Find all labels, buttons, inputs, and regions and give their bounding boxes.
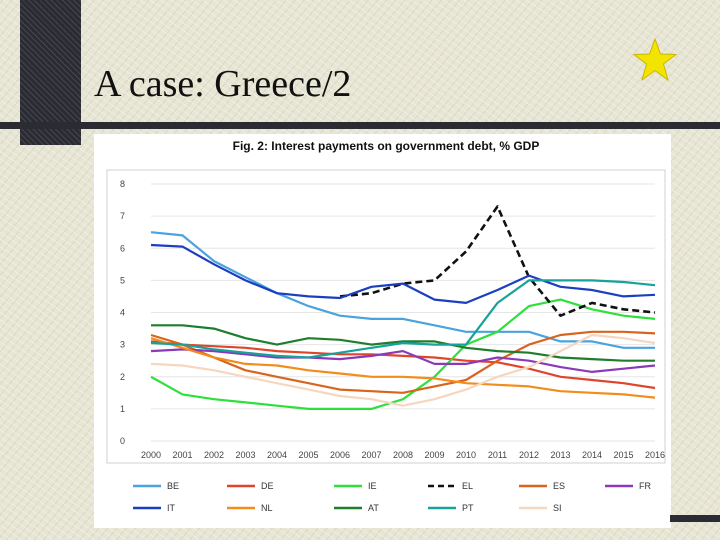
- y-tick-label: 0: [120, 436, 125, 446]
- star-icon: [632, 38, 678, 82]
- legend-label-ie: IE: [368, 481, 377, 491]
- title-rule: [0, 122, 720, 129]
- line-chart: Fig. 2: Interest payments on government …: [106, 139, 666, 513]
- legend-label-pt: PT: [462, 503, 474, 513]
- legend-label-it: IT: [167, 503, 176, 513]
- x-tick-label: 2015: [613, 450, 633, 460]
- series-line-es: [150, 330, 656, 394]
- y-tick-label: 5: [120, 275, 125, 285]
- x-tick-label: 2005: [298, 450, 318, 460]
- x-tick-label: 2007: [361, 450, 381, 460]
- chart-title: Fig. 2: Interest payments on government …: [233, 139, 540, 153]
- series-line-de: [150, 340, 656, 390]
- x-tick-label: 2010: [456, 450, 476, 460]
- x-tick-label: 2000: [141, 450, 161, 460]
- x-tick-label: 2016: [645, 450, 665, 460]
- series-line-nl: [150, 337, 656, 399]
- series-line-be: [150, 231, 655, 349]
- y-tick-label: 7: [120, 211, 125, 221]
- x-tick-label: 2003: [235, 450, 255, 460]
- y-tick-label: 4: [120, 308, 125, 318]
- x-tick-label: 2001: [172, 450, 192, 460]
- x-tick-label: 2014: [582, 450, 602, 460]
- y-tick-label: 3: [120, 340, 125, 350]
- series-line-fr: [150, 348, 656, 373]
- series-line-si: [150, 333, 656, 407]
- slide-title: A case: Greece/2: [94, 63, 352, 105]
- legend-label-es: ES: [553, 481, 565, 491]
- sidebar-decoration: [20, 0, 81, 145]
- y-tick-label: 8: [120, 179, 125, 189]
- x-tick-label: 2004: [267, 450, 287, 460]
- legend-label-nl: NL: [261, 503, 273, 513]
- legend-label-si: SI: [553, 503, 562, 513]
- x-tick-label: 2009: [424, 450, 444, 460]
- chart-panel: Fig. 2: Interest payments on government …: [94, 134, 671, 528]
- legend-label-de: DE: [261, 481, 274, 491]
- legend-label-at: AT: [368, 503, 379, 513]
- series-line-it: [150, 243, 656, 304]
- corner-decoration: [670, 515, 720, 522]
- series-line-at: [151, 324, 655, 362]
- series-line-el: [339, 205, 656, 317]
- x-tick-label: 2012: [519, 450, 539, 460]
- x-tick-label: 2006: [330, 450, 350, 460]
- series-line-pt: [150, 279, 656, 359]
- y-tick-label: 2: [120, 372, 125, 382]
- legend-label-fr: FR: [639, 481, 651, 491]
- y-tick-label: 6: [120, 243, 125, 253]
- legend-label-el: EL: [462, 481, 473, 491]
- x-tick-label: 2013: [550, 450, 570, 460]
- x-tick-label: 2011: [488, 450, 507, 460]
- plot-border: [106, 169, 666, 464]
- legend-label-be: BE: [167, 481, 179, 491]
- x-tick-label: 2008: [393, 450, 413, 460]
- y-tick-label: 1: [120, 404, 125, 414]
- series-line-ie: [150, 298, 656, 410]
- x-tick-label: 2002: [204, 450, 224, 460]
